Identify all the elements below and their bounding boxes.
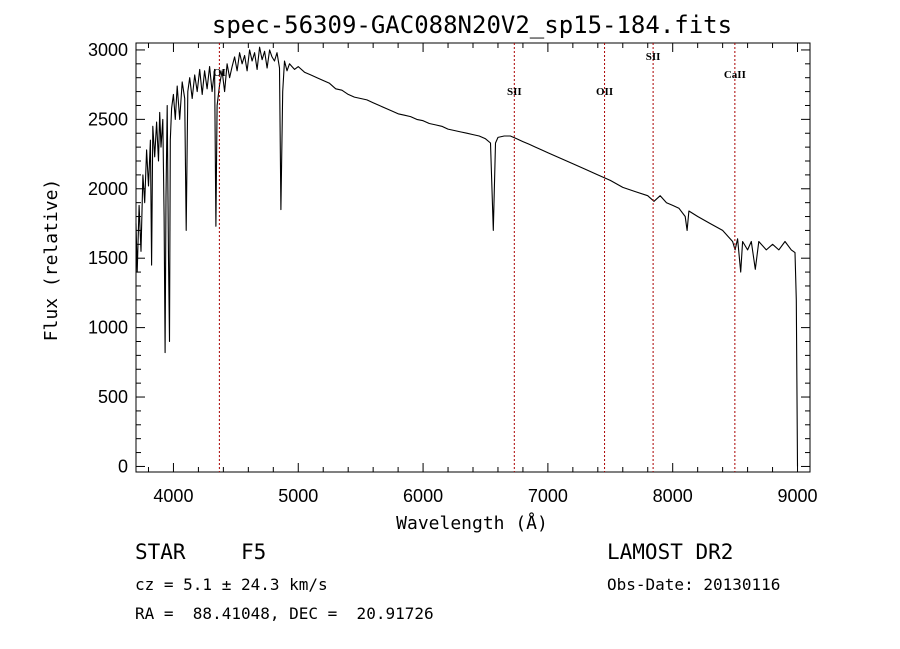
y-tick-label: 1000 <box>88 318 128 338</box>
spectral-line-label: SII <box>507 86 522 98</box>
spectral-line-markers: OI SII OII SII CaII <box>213 43 746 472</box>
chart-title: spec-56309-GAC088N20V2_sp15-184.fits <box>212 11 732 39</box>
spectral-line-label: SII <box>646 51 661 63</box>
spectrum-line <box>135 46 799 467</box>
x-axis: 4000 5000 6000 7000 8000 9000 <box>147 43 818 506</box>
x-tick-label: 7000 <box>528 486 568 506</box>
x-axis-label: Wavelength (Å) <box>396 512 548 534</box>
y-axis: 0 500 1000 1500 2000 2500 3000 <box>88 40 810 476</box>
x-tick-label: 8000 <box>653 486 693 506</box>
spectral-line-label: CaII <box>724 69 746 81</box>
x-tick-label: 5000 <box>278 486 318 506</box>
y-tick-label: 2500 <box>88 109 128 129</box>
y-tick-label: 3000 <box>88 40 128 60</box>
spectral-line-label: OII <box>596 86 613 98</box>
y-tick-label: 2000 <box>88 179 128 199</box>
obs-date: Obs-Date: 20130116 <box>607 575 781 594</box>
x-tick-label: 4000 <box>153 486 193 506</box>
coordinates: RA = 88.41048, DEC = 20.91726 <box>135 604 434 623</box>
y-axis-label: Flux (relative) <box>41 179 62 342</box>
x-tick-label: 6000 <box>403 486 443 506</box>
survey-name: LAMOST DR2 <box>607 540 734 564</box>
y-tick-label: 1500 <box>88 248 128 268</box>
subclass: F5 <box>241 540 267 564</box>
object-type: STAR <box>135 540 186 564</box>
y-tick-label: 0 <box>118 456 128 476</box>
plot-frame <box>135 42 811 473</box>
y-tick-label: 500 <box>98 387 128 407</box>
redshift-line: cz = 5.1 ± 24.3 km/s <box>135 575 328 594</box>
plot-area <box>135 42 811 473</box>
spectral-line-label: OI <box>213 67 226 79</box>
x-tick-label: 9000 <box>777 486 817 506</box>
